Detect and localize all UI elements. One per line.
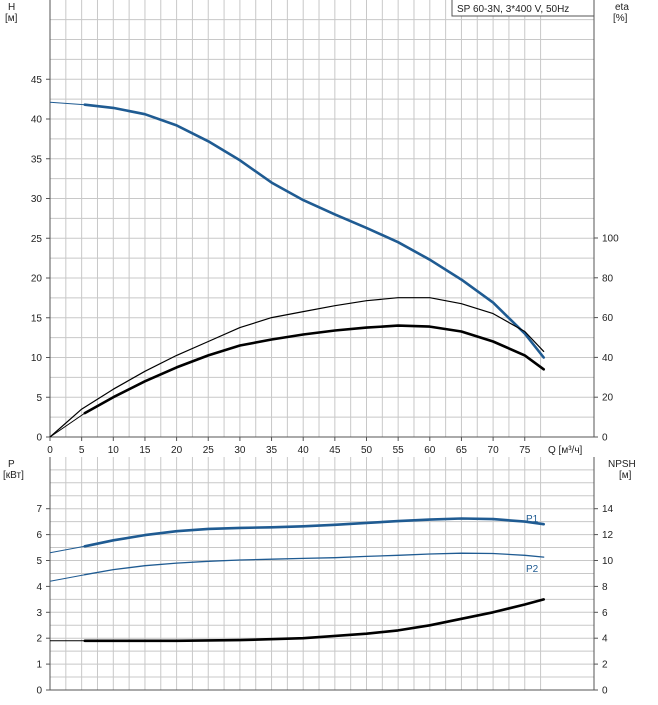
x-tick-label: 20: [171, 445, 183, 456]
x-tick-label: 25: [203, 445, 215, 456]
series-label-p2: P2: [526, 564, 539, 575]
x-tick-label: 45: [329, 445, 341, 456]
top-ytick-label: 45: [31, 75, 43, 86]
bottom-y2tick-label: 12: [602, 530, 614, 541]
top-ytick-label: 20: [31, 274, 43, 285]
p2-curve-extension: [49, 574, 85, 582]
bottom-ytick-label: 0: [36, 686, 42, 697]
x-tick-label: 60: [424, 445, 436, 456]
bottom-y2tick-label: 0: [602, 686, 608, 697]
bottom-y2tick-label: 14: [602, 504, 614, 515]
x-axis-label-q: Q [м³/ч]: [548, 445, 583, 456]
bottom-y2tick-label: 8: [602, 582, 608, 593]
bottom-y2tick-label: 10: [602, 556, 614, 567]
y2-axis-label-npsh-line1: NPSH: [608, 459, 636, 470]
efficiency-total-curve-extension: [49, 412, 86, 438]
bottom-ytick-label: 1: [36, 660, 42, 671]
bottom-ytick-label: 6: [36, 530, 42, 541]
y2-axis-label-eta: eta [%]: [613, 2, 632, 24]
x-tick-label: 55: [393, 445, 405, 456]
bottom-ytick-label: 4: [36, 582, 42, 593]
x-tick-label: 30: [234, 445, 246, 456]
x-tick-label: 40: [298, 445, 310, 456]
x-tick-label: 10: [108, 445, 120, 456]
y-axis-label-p-line2: [кВт]: [3, 470, 24, 481]
top-y2tick-label: 60: [602, 313, 614, 324]
top-ytick-label: 30: [31, 194, 43, 205]
y-axis-label-h-line1: H: [8, 2, 15, 13]
head-curve-line: [83, 103, 545, 359]
x-tick-label: 35: [266, 445, 278, 456]
bottom-ytick-label: 7: [36, 504, 42, 515]
x-tick-label: 65: [456, 445, 468, 456]
top-y2tick-label: 40: [602, 353, 614, 364]
top-ytick-label: 0: [36, 433, 42, 444]
x-tick-label: 0: [47, 445, 53, 456]
series-label-p1: P1: [526, 514, 539, 525]
top-ytick-label: 25: [31, 234, 43, 245]
y2-axis-label-eta-line1: eta: [615, 2, 629, 13]
top-y2tick-label: 100: [602, 234, 619, 245]
bottom-y2tick-label: 2: [602, 660, 608, 671]
x-tick-label: 50: [361, 445, 373, 456]
y2-axis-label-npsh-line2: [м]: [619, 470, 632, 481]
y-axis-label-p-line1: P: [8, 459, 15, 470]
top-ytick-label: 40: [31, 115, 43, 126]
top-y2tick-label: 20: [602, 393, 614, 404]
top-grid: 0 5 10 15 20 25 30 35 40 45 0 20 40 60 80 100: [31, 0, 619, 444]
title-box: [451, 0, 595, 17]
top-y2tick-label: 0: [602, 433, 608, 444]
top-y2tick-label: 80: [602, 273, 614, 284]
bottom-ytick-label: 5: [36, 556, 42, 567]
p2-curve-line: [84, 552, 545, 576]
p1-curve-extension: [49, 545, 85, 554]
y-axis-label-h: H [м]: [5, 2, 18, 24]
x-tick-label: 75: [519, 445, 531, 456]
y-axis-label-h-line2: [м]: [5, 13, 18, 24]
efficiency-curve-line: [49, 297, 545, 438]
bottom-y2tick-label: 4: [602, 634, 608, 645]
top-ytick-label: 10: [31, 353, 43, 364]
efficiency-total-curve-line: [83, 324, 545, 415]
bottom-ytick-label: 2: [36, 634, 42, 645]
top-ytick-label: 5: [36, 393, 42, 404]
x-tick-label: 15: [139, 445, 151, 456]
top-ytick-label: 35: [31, 154, 43, 165]
y2-axis-label-npsh: NPSH [м]: [608, 459, 639, 481]
p1-curve-line: [83, 517, 545, 548]
top-ytick-label: 15: [31, 313, 43, 324]
axes: 0 5 10 15 20 25 30 35 40 45 50 55 60 65 70 75: [47, 437, 531, 456]
npsh-curve-line: [83, 598, 545, 643]
bottom-ytick-label: 3: [36, 608, 42, 619]
x-tick-label: 5: [79, 445, 85, 456]
y-axis-label-p: P [кВт]: [3, 459, 24, 481]
x-tick-label: 70: [488, 445, 500, 456]
bottom-y2tick-label: 6: [602, 608, 608, 619]
curves: [49, 101, 545, 643]
head-curve-extension: [49, 101, 85, 106]
chart-title: SP 60-3N, 3*400 V, 50Hz: [457, 4, 569, 15]
y2-axis-label-eta-line2: [%]: [613, 13, 628, 24]
